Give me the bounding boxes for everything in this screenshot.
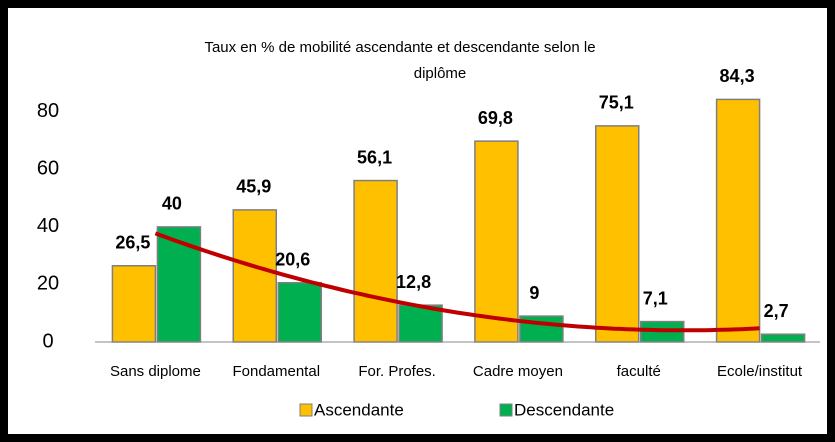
bar (474, 140, 519, 343)
y-tick-label: 20 (37, 273, 59, 295)
bar (353, 179, 398, 343)
bar (595, 125, 640, 343)
value-label: 69,8 (478, 108, 513, 128)
legend-label: Descendante (514, 400, 614, 419)
legend-swatch (299, 403, 313, 417)
trend-line (154, 231, 760, 333)
value-label: 9 (529, 283, 539, 303)
bar (232, 209, 277, 343)
bar (111, 264, 157, 343)
value-label: 7,1 (643, 288, 668, 308)
value-label: 12,8 (396, 272, 431, 292)
x-tick-label: Sans diplome (110, 363, 201, 380)
value-label: 2,7 (764, 301, 789, 321)
bar (715, 98, 761, 343)
legend-label: Ascendante (314, 400, 404, 419)
y-tick-label: 60 (37, 158, 59, 180)
value-label: 20,6 (275, 249, 310, 269)
x-tick-label: Fondamental (232, 363, 320, 380)
legend-swatch (499, 403, 513, 417)
x-tick-label: Cadre moyen (473, 363, 563, 380)
y-tick-label: 40 (37, 215, 59, 237)
x-tick-label: Ecole/institut (717, 363, 803, 380)
chart-title: Taux en % de mobilité ascendante et desc… (204, 39, 595, 56)
value-label: 84,3 (720, 66, 755, 86)
x-tick-label: faculté (617, 363, 661, 380)
y-tick-label: 80 (37, 100, 59, 122)
value-label: 45,9 (236, 177, 271, 197)
x-tick-label: For. Profes. (358, 363, 436, 380)
bar (277, 281, 322, 343)
value-label: 56,1 (357, 147, 392, 167)
bar (760, 333, 806, 343)
chart-subtitle: diplôme (414, 65, 467, 82)
value-label: 75,1 (599, 93, 634, 113)
bar (156, 226, 202, 343)
y-tick-label: 0 (42, 330, 53, 352)
value-label: 26,5 (115, 232, 150, 252)
value-label: 40 (162, 194, 182, 214)
